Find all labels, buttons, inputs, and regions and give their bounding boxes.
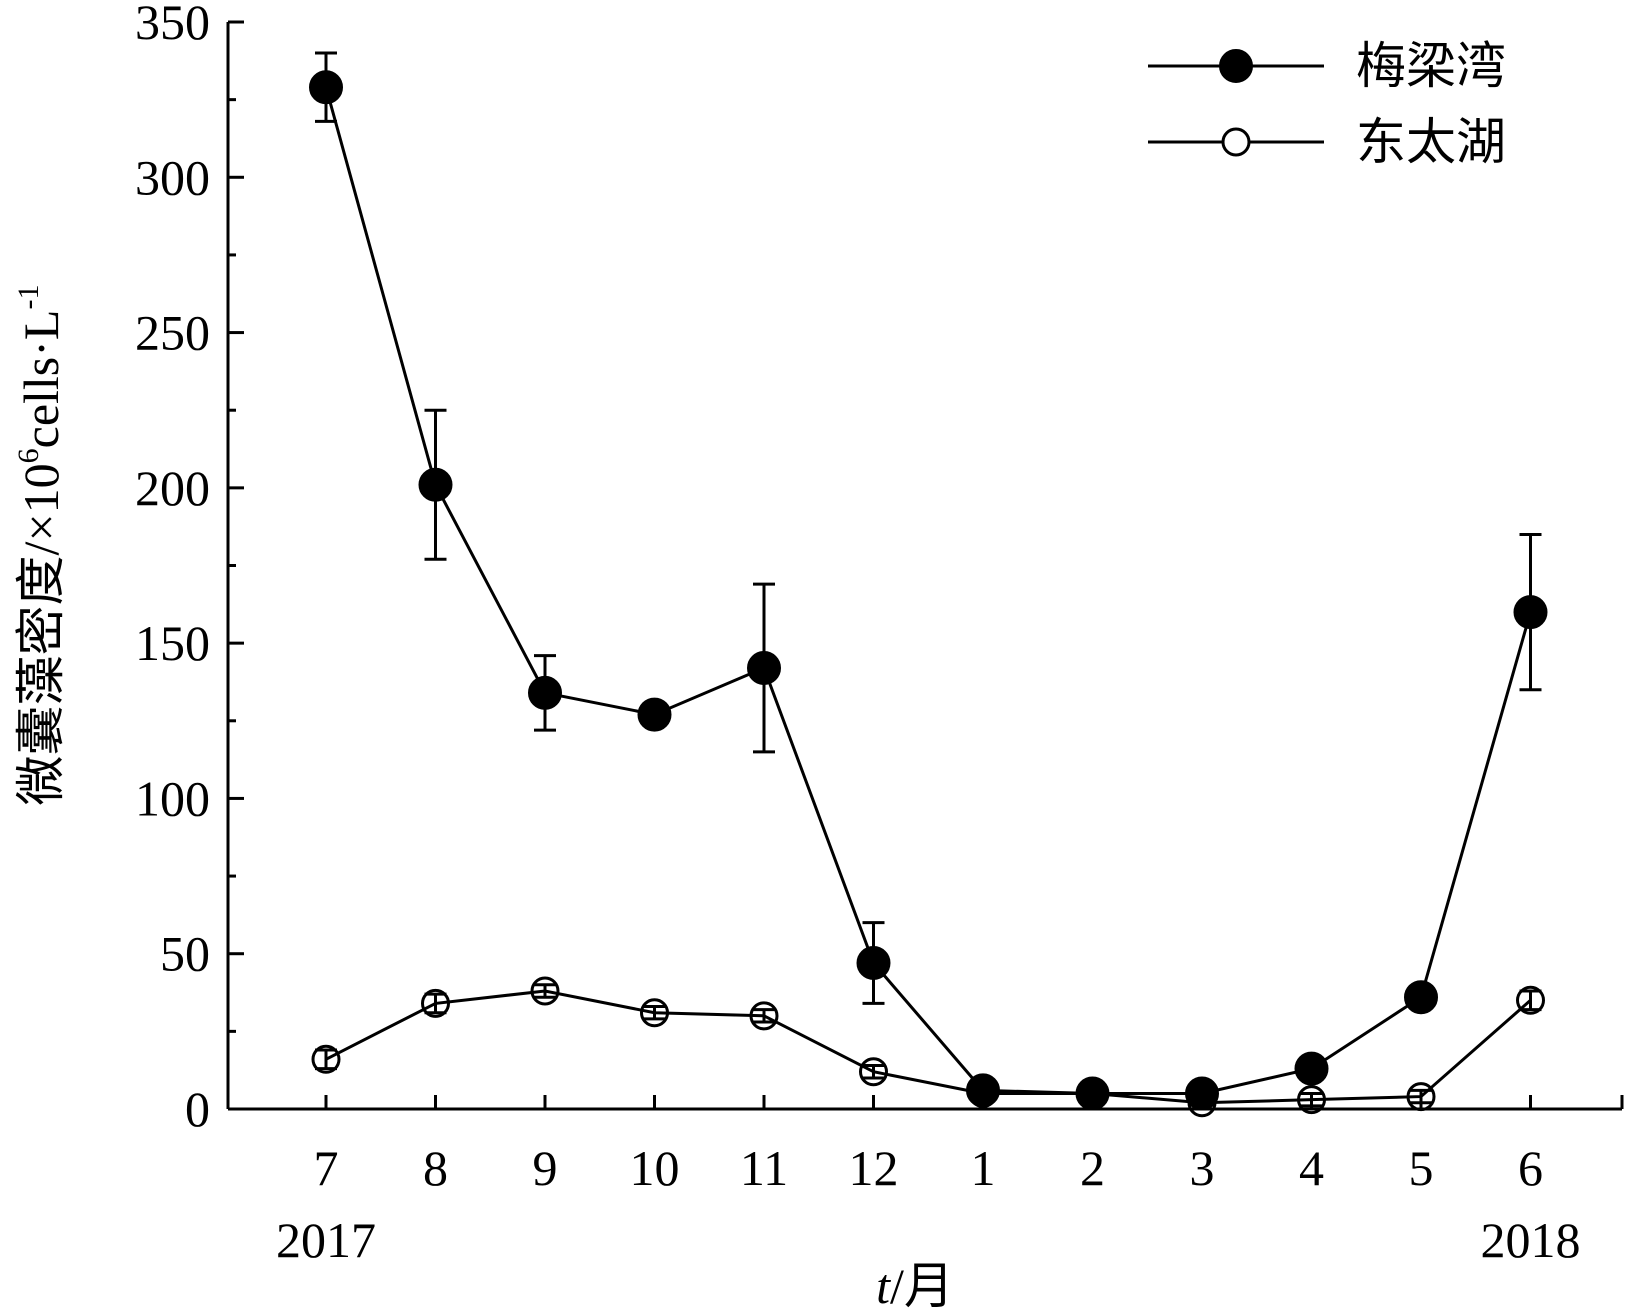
legend-label: 东太湖 (1356, 114, 1506, 170)
data-point (1404, 980, 1438, 1015)
plot-area (309, 51, 1548, 1118)
x-axis-label-variable: t (876, 1258, 891, 1314)
y-tick-label: 250 (135, 305, 210, 361)
data-point (530, 976, 560, 1006)
data-point (1185, 1076, 1219, 1111)
data-point (747, 650, 781, 685)
series-line (324, 86, 1532, 1095)
data-point (418, 467, 453, 502)
data-point (528, 675, 562, 710)
series-line (325, 989, 1532, 1105)
y-tick-label: 50 (160, 926, 210, 982)
data-point (311, 1044, 341, 1074)
x-tick-label: 4 (1299, 1140, 1324, 1196)
y-tick-label: 300 (135, 149, 210, 205)
data-point (859, 1057, 888, 1087)
y-axis-label-unit-exponent: -1 (12, 285, 45, 310)
data-point (1406, 1082, 1436, 1112)
y-tick-label: 100 (135, 770, 210, 826)
x-tick-label: 7 (314, 1140, 339, 1196)
data-point (1078, 1078, 1107, 1108)
legend-marker (1221, 127, 1251, 157)
series-1 (309, 51, 1548, 1111)
legend-label: 梅梁湾 (1356, 38, 1506, 94)
y-tick-label: 200 (135, 460, 210, 516)
x-axis-label: t/月 (876, 1258, 954, 1314)
y-axis-label-main: 微囊藻密度/×10 (13, 463, 69, 805)
data-point (309, 70, 343, 105)
data-point (1297, 1085, 1326, 1115)
x-axis-label-unit: /月 (890, 1258, 954, 1314)
x-tick-label: 8 (423, 1140, 448, 1196)
x-tick-label: 3 (1190, 1140, 1215, 1196)
data-point (1516, 985, 1545, 1015)
data-point (1294, 1051, 1329, 1086)
x-tick-label: 6 (1518, 1140, 1543, 1196)
y-axis-label-exponent: 6 (12, 448, 45, 463)
x-year-label: 2018 (1481, 1212, 1581, 1268)
axes (226, 22, 1624, 1111)
x-tick-label: 11 (740, 1140, 788, 1196)
x-tick-label: 12 (849, 1140, 899, 1196)
data-point (640, 998, 669, 1028)
y-tick-label: 0 (185, 1081, 210, 1137)
x-tick-label: 1 (971, 1140, 996, 1196)
y-axis-label: 微囊藻密度/×106cells·L-1 (12, 285, 69, 806)
data-point (856, 946, 891, 981)
legend-marker (1219, 49, 1253, 83)
data-point (749, 1001, 779, 1031)
y-tick-label: 150 (135, 615, 210, 671)
data-point (637, 697, 672, 732)
x-tick-label: 10 (630, 1140, 680, 1196)
x-tick-label: 5 (1409, 1140, 1434, 1196)
data-point (1513, 595, 1548, 630)
x-tick-label: 9 (533, 1140, 558, 1196)
data-point (1187, 1088, 1217, 1118)
data-point (421, 988, 450, 1018)
y-tick-label: 350 (135, 0, 210, 50)
x-year-label: 2017 (276, 1212, 376, 1268)
data-point (968, 1078, 998, 1108)
y-ticks: 0 50 100 150 200 250 300 350 (135, 0, 244, 1137)
x-tick-label: 2 (1080, 1140, 1105, 1196)
series-2 (311, 976, 1545, 1118)
y-axis-label-unit: cells·L (13, 310, 69, 449)
